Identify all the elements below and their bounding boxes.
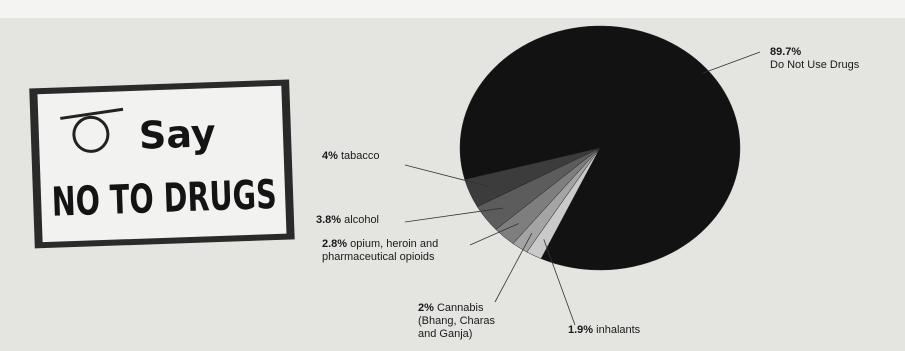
sign-text: Say — [138, 111, 216, 158]
sign-text: NO TO DRUGS — [51, 172, 277, 226]
sign-face — [37, 85, 287, 243]
data-label: 2.8% opium, heroin and pharmaceutical op… — [322, 238, 492, 264]
syringe-icon — [60, 107, 124, 120]
data-label: 89.7% Do Not Use Drugs — [770, 46, 900, 72]
value-label: 2.8% — [322, 238, 348, 250]
fist-icon — [72, 115, 110, 153]
category-label: Do Not Use Drugs — [770, 59, 860, 71]
category-label: inhalants — [596, 324, 641, 336]
paper-edge — [0, 0, 905, 18]
data-label: 2% Cannabis (Bhang, Charas and Ganja) — [418, 302, 513, 341]
data-label: 3.8% alcohol — [316, 214, 436, 227]
value-label: 1.9% — [568, 324, 594, 336]
category-label: tabacco — [340, 150, 380, 162]
category-label: Cannabis (Bhang, Charas and Ganja) — [418, 302, 496, 340]
category-label: alcohol — [344, 214, 379, 226]
value-label: 4% — [322, 150, 338, 162]
leader-line — [404, 207, 504, 223]
leader-line — [701, 51, 761, 74]
pie-slice — [526, 147, 601, 259]
category-label: opium, heroin and pharmaceutical opioids — [322, 238, 439, 263]
leader-line — [494, 232, 533, 303]
value-label: 2% — [418, 302, 434, 314]
value-label: 89.7% — [770, 46, 802, 58]
value-label: 3.8% — [316, 214, 342, 226]
data-label: 4% tabacco — [322, 150, 442, 163]
data-label: 1.9% inhalants — [568, 324, 688, 337]
leader-line — [469, 223, 519, 246]
leader-line — [543, 239, 576, 326]
sign-board: Say NO TO DRUGS — [29, 79, 295, 249]
leader-line — [404, 164, 490, 188]
